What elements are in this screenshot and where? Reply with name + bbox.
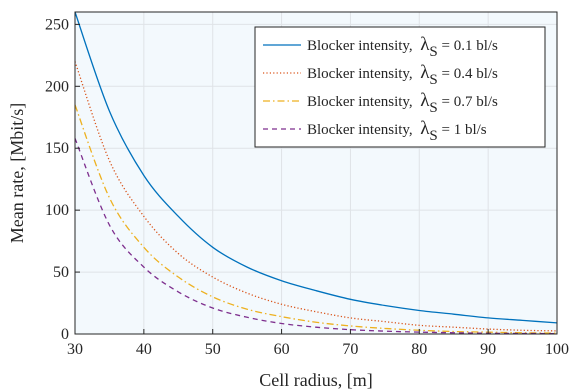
- series-line-1: [74, 11, 558, 324]
- y-tick-label: 200: [45, 78, 69, 95]
- ticks: 30 40 50 60 70 80 90 100 0 50 100 150 200 250: [45, 16, 569, 358]
- x-tick-label: 70: [342, 341, 358, 358]
- x-tick-label: 50: [205, 341, 221, 358]
- y-tick-label: 0: [61, 326, 69, 343]
- x-tick-label: 100: [545, 341, 569, 358]
- x-tick-label: 80: [411, 341, 427, 358]
- series-line-3: [74, 104, 558, 334]
- series-line-2: [74, 61, 558, 332]
- x-tick-label: 60: [274, 341, 290, 358]
- legend-box: [254, 26, 546, 148]
- y-tick-label: 100: [45, 202, 69, 219]
- x-axis-title: Cell radius, [m]: [259, 370, 372, 390]
- legend-label-3: Blocker intensity, λS = 0.7 bl/s: [307, 90, 498, 116]
- legend: Blocker intensity, λS = 0.1 bl/sBlocker …: [254, 26, 546, 148]
- legend-label-1: Blocker intensity, λS = 0.1 bl/s: [307, 34, 498, 60]
- y-tick-label: 250: [45, 16, 69, 33]
- x-tick-label: 40: [136, 341, 152, 358]
- y-tick-label: 50: [53, 264, 69, 281]
- series-lines: [74, 11, 558, 335]
- series-line-4: [74, 138, 558, 335]
- x-tick-label: 30: [67, 341, 83, 358]
- y-tick-label: 150: [45, 140, 69, 157]
- legend-label-2: Blocker intensity, λS = 0.4 bl/s: [307, 62, 498, 88]
- legend-label-4: Blocker intensity, λS = 1 bl/s: [307, 118, 487, 144]
- y-axis-title: Mean rate, [Mbit/s]: [7, 103, 27, 243]
- plot-frame: [74, 11, 558, 335]
- x-tick-label: 90: [480, 341, 496, 358]
